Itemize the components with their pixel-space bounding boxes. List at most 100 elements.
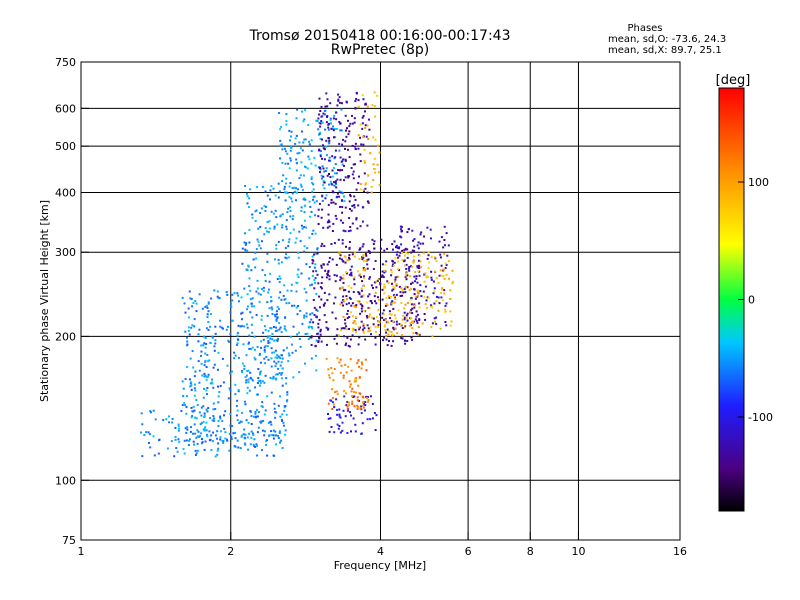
data-point	[328, 260, 331, 263]
data-point	[403, 311, 406, 314]
data-point	[287, 162, 290, 165]
data-point	[222, 381, 225, 384]
data-point	[387, 321, 390, 324]
data-point	[301, 149, 304, 152]
data-point	[196, 449, 199, 452]
data-point	[330, 201, 333, 204]
data-point	[210, 449, 213, 451]
data-point	[320, 340, 323, 343]
data-point	[392, 248, 394, 251]
data-point	[202, 405, 205, 408]
data-point	[261, 449, 263, 451]
data-point	[412, 239, 415, 242]
data-point	[385, 331, 388, 334]
data-point	[259, 382, 262, 384]
data-point	[315, 315, 318, 318]
data-point	[328, 225, 331, 228]
data-point	[416, 289, 419, 292]
data-point	[426, 257, 429, 260]
data-point	[274, 258, 276, 261]
data-point	[333, 431, 336, 434]
data-point	[321, 276, 324, 279]
data-point	[303, 316, 306, 319]
data-point	[298, 331, 300, 334]
data-point	[391, 259, 394, 262]
data-point	[283, 188, 286, 191]
data-point	[363, 172, 366, 175]
data-point	[412, 255, 415, 258]
data-point	[266, 314, 269, 317]
data-point	[230, 436, 233, 438]
data-point	[448, 260, 450, 263]
data-point	[370, 300, 373, 302]
data-point	[249, 289, 252, 292]
data-point	[281, 357, 284, 360]
data-point	[202, 343, 205, 346]
data-point	[364, 269, 367, 272]
data-point	[309, 215, 312, 218]
data-point	[326, 174, 329, 177]
phase-info: Phases mean, sd,O: -73.6, 24.3 mean, sd,…	[608, 23, 726, 56]
data-point	[241, 262, 244, 265]
data-point	[335, 263, 338, 266]
data-point	[423, 235, 425, 238]
data-point	[245, 381, 248, 384]
data-point	[214, 325, 217, 328]
data-point	[185, 412, 188, 415]
x-tick-label: 6	[465, 545, 472, 558]
data-point	[256, 279, 259, 282]
data-point	[259, 370, 262, 373]
data-point	[356, 92, 358, 95]
data-point	[325, 326, 328, 329]
data-point	[182, 387, 185, 390]
data-point	[326, 274, 329, 276]
data-point	[272, 429, 275, 432]
data-point	[194, 370, 197, 373]
data-point	[444, 267, 447, 269]
data-point	[348, 273, 351, 276]
data-point	[177, 427, 180, 430]
data-point	[267, 330, 270, 333]
data-point	[195, 454, 197, 456]
data-point	[400, 243, 403, 246]
data-point	[412, 322, 414, 324]
data-point	[277, 434, 279, 437]
data-point	[378, 320, 381, 323]
data-point	[330, 243, 333, 245]
data-point	[278, 432, 281, 434]
data-point	[251, 379, 254, 382]
data-point	[247, 448, 250, 451]
data-point	[287, 352, 290, 355]
data-point	[383, 270, 386, 272]
data-point	[257, 240, 260, 243]
data-point	[246, 374, 248, 377]
data-point	[314, 277, 317, 279]
data-point	[275, 326, 277, 329]
data-point	[361, 310, 363, 313]
data-point	[351, 114, 353, 117]
data-point	[297, 305, 300, 307]
data-point	[326, 299, 329, 302]
data-point	[350, 274, 353, 277]
data-point	[316, 332, 319, 335]
data-point	[413, 245, 416, 248]
data-point	[304, 165, 306, 168]
data-point	[386, 344, 389, 347]
data-point	[347, 133, 350, 136]
data-point	[363, 402, 365, 405]
data-point	[327, 126, 330, 129]
data-point	[312, 198, 315, 201]
data-point	[311, 262, 314, 265]
data-point	[367, 330, 370, 333]
data-point	[322, 263, 325, 266]
data-point	[335, 111, 337, 114]
data-point	[177, 424, 180, 427]
data-point	[307, 124, 310, 126]
data-point	[217, 395, 220, 398]
data-point	[391, 264, 394, 267]
data-point	[230, 438, 233, 441]
data-point	[339, 431, 342, 434]
data-point	[401, 334, 404, 337]
grid-lines	[81, 62, 680, 540]
data-point	[240, 420, 243, 423]
